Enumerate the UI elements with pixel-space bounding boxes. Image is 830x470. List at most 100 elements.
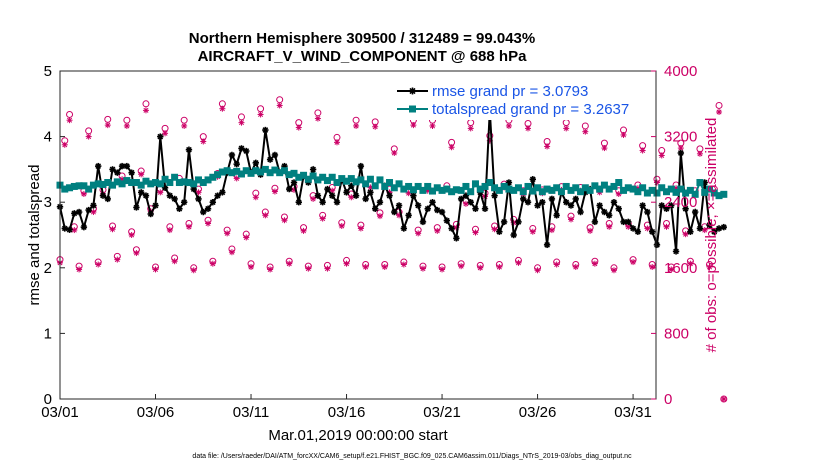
rmse-point [137, 189, 145, 196]
rmse-point [324, 185, 331, 193]
rmse-point [104, 195, 111, 203]
obs-assimilated-marker [338, 222, 345, 229]
rmse-point [367, 189, 374, 196]
rmse-point [438, 208, 446, 216]
totalspread-point [471, 180, 479, 188]
plot-area [60, 71, 656, 399]
left-tick-label: 1 [44, 325, 52, 342]
right-axis: 0 800 1600 2400 3200 4000 [651, 63, 697, 408]
totalspread-point [137, 181, 145, 189]
totalspread-point [634, 188, 642, 196]
rmse-point [71, 210, 78, 217]
rmse-point [510, 231, 517, 239]
obs-assimilated-marker [166, 227, 173, 234]
totalspread-point [362, 180, 370, 188]
rmse-point [515, 218, 522, 226]
rmse-point [85, 206, 92, 214]
rmse-point [166, 192, 174, 199]
obs-possible-marker [715, 101, 723, 109]
totalspread-point [333, 179, 341, 187]
plot-frame [59, 70, 657, 400]
totalspread-point [557, 188, 565, 196]
rmse-point [99, 192, 107, 199]
legend-marker-totalspread [409, 105, 416, 113]
totalspread-point [720, 190, 728, 198]
rmse-point [663, 205, 670, 212]
rmse-point [286, 185, 293, 193]
obs-assimilated-marker [252, 194, 259, 201]
left-axis: 0 1 2 3 4 5 [44, 63, 65, 408]
rmse-point [400, 225, 408, 232]
rmse-point [467, 199, 474, 206]
rmse-point [376, 199, 384, 206]
obs-assimilated-marker [357, 225, 364, 232]
totalspread-point [166, 179, 174, 187]
totalspread-point [481, 182, 489, 190]
rmse-point [563, 199, 570, 206]
obs-assimilated-marker [362, 263, 369, 270]
rmse-point [553, 212, 560, 219]
obs-assimilated-marker [553, 261, 560, 268]
totalspread-point [280, 167, 288, 175]
obs-assimilated-marker [706, 263, 713, 270]
totalspread-point [371, 182, 379, 190]
rmse-point [691, 208, 699, 216]
obs-assimilated-marker [448, 144, 455, 151]
obs-assimilated-marker [353, 122, 360, 129]
totalspread-point [519, 188, 527, 196]
obs-assimilated-marker [587, 227, 594, 234]
right-tick-label: 800 [664, 325, 689, 342]
obs-assimilated-marker [610, 267, 617, 274]
rmse-point [309, 166, 317, 173]
obs-assimilated-marker [257, 111, 264, 118]
right-tick-label: 2400 [664, 194, 697, 211]
right-tick-label: 1600 [664, 260, 697, 277]
obs-assimilated-marker [620, 131, 627, 138]
obs-possible-marker [142, 100, 150, 108]
obs-assimilated-marker [682, 231, 689, 238]
obs-assimilated-marker [644, 225, 651, 232]
totalspread-point [639, 184, 647, 192]
obs-assimilated-marker [434, 227, 441, 234]
obs-assimilated-marker [515, 259, 522, 266]
rmse-point [157, 133, 164, 140]
obs-assimilated-marker [343, 260, 350, 267]
rmse-point [233, 160, 240, 168]
obs-assimilated-marker [281, 217, 288, 224]
obs-assimilated-marker [472, 229, 479, 236]
obs-assimilated-marker [138, 171, 145, 178]
rmse-point [152, 202, 159, 209]
obs-assimilated-marker [348, 194, 355, 201]
totalspread-point [486, 179, 494, 187]
totalspread-point [357, 176, 365, 184]
totalspread-point [553, 184, 561, 192]
obs-assimilated-marker [114, 256, 121, 263]
rmse-point [391, 208, 398, 216]
rmse-point [687, 228, 694, 235]
rmse-point [61, 225, 68, 232]
rmse-point [634, 228, 642, 235]
rmse-point [128, 169, 135, 176]
totalspread-point [309, 172, 317, 180]
rmse-point [357, 162, 365, 170]
obs-assimilated-marker [544, 143, 551, 150]
obs-assimilated-marker [190, 267, 197, 274]
obs-assimilated-marker [181, 122, 188, 129]
rmse-point [329, 192, 336, 199]
totalspread-point [386, 179, 394, 187]
rmse-point [644, 208, 651, 216]
rmse-point [195, 195, 202, 203]
obs-assimilated-marker [572, 263, 579, 270]
rmse-point [706, 221, 713, 229]
rmse-point [524, 199, 532, 206]
rmse-point [410, 192, 417, 199]
rmse-point [252, 159, 260, 167]
rmse-point [577, 208, 584, 216]
rmse-point [200, 208, 207, 216]
obs-assimilated-marker [162, 130, 169, 137]
rmse-point [696, 225, 704, 232]
rmse-point [424, 205, 431, 212]
obs-assimilated-marker [716, 109, 723, 115]
obs-assimilated-marker [205, 220, 212, 227]
